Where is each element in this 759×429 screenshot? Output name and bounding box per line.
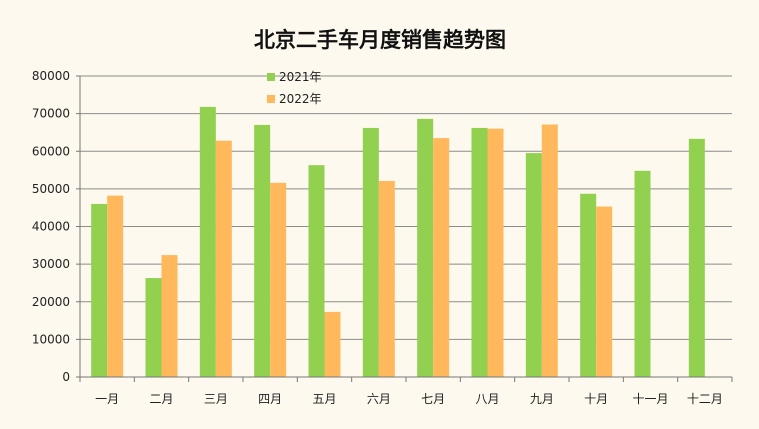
y-tick-label: 80000 — [32, 69, 70, 83]
gridlines — [80, 75, 732, 340]
y-tick-label: 30000 — [32, 257, 70, 271]
y-tick-label: 50000 — [32, 182, 70, 196]
bar-2021年-三月 — [199, 106, 216, 377]
legend-label: 2021年 — [279, 70, 322, 84]
y-axis-ticks: 0 10000 20000 30000 40000 50000 60000 70000 8000… — [32, 69, 80, 384]
bar-2022年-九月 — [541, 124, 558, 377]
bar-2022年-十月 — [596, 206, 613, 377]
x-tick-label: 六月 — [367, 392, 391, 406]
y-tick-label: 20000 — [32, 295, 70, 309]
x-tick-label: 三月 — [204, 392, 228, 406]
x-tick-label: 七月 — [421, 392, 445, 406]
bar-2022年-六月 — [378, 180, 395, 377]
chart-title: 北京二手车月度销售趋势图 — [254, 28, 506, 52]
legend-swatch — [267, 95, 275, 103]
bar-2021年-二月 — [145, 278, 162, 377]
x-tick-label: 一月 — [95, 392, 119, 406]
y-tick-label: 70000 — [32, 107, 70, 121]
legend-label: 2022年 — [279, 92, 322, 106]
bar-2022年-二月 — [161, 255, 178, 377]
bar-2022年-三月 — [215, 140, 232, 377]
x-tick-label: 二月 — [149, 392, 173, 406]
bar-2021年-九月 — [525, 153, 542, 377]
y-tick-label: 10000 — [32, 332, 70, 346]
bar-2022年-八月 — [487, 128, 504, 377]
x-tick-label: 十二月 — [687, 392, 723, 406]
x-tick-label: 十一月 — [632, 392, 668, 406]
bar-2021年-十月 — [580, 193, 597, 377]
bar-2022年-一月 — [107, 195, 124, 377]
x-tick-label: 四月 — [258, 392, 282, 406]
legend-swatch — [267, 73, 275, 81]
bar-2022年-四月 — [270, 182, 287, 377]
bar-2021年-一月 — [91, 203, 108, 377]
x-axis-ticks: 一月 二月 三月 四月 五月 六月 七月 八月 九月 十月 十一月 十二月 — [79, 377, 733, 406]
bar-2021年-四月 — [254, 124, 271, 377]
x-tick-label: 五月 — [312, 392, 336, 406]
bars — [91, 106, 705, 377]
bar-2021年-六月 — [362, 127, 379, 377]
x-tick-label: 十月 — [584, 392, 608, 406]
bar-2021年-八月 — [471, 127, 488, 377]
bar-2021年-七月 — [417, 118, 434, 377]
bar-2022年-七月 — [433, 138, 450, 377]
legend: 2021年 2022年 — [267, 70, 322, 106]
y-tick-label: 0 — [62, 370, 70, 384]
bar-2021年-十一月 — [634, 170, 651, 377]
x-tick-label: 八月 — [475, 392, 499, 406]
bar-2021年-十二月 — [688, 138, 705, 377]
y-tick-label: 40000 — [32, 220, 70, 234]
x-tick-label: 九月 — [530, 392, 554, 406]
bar-2021年-五月 — [308, 165, 325, 377]
y-tick-label: 60000 — [32, 144, 70, 158]
bar-2022年-五月 — [324, 311, 341, 377]
